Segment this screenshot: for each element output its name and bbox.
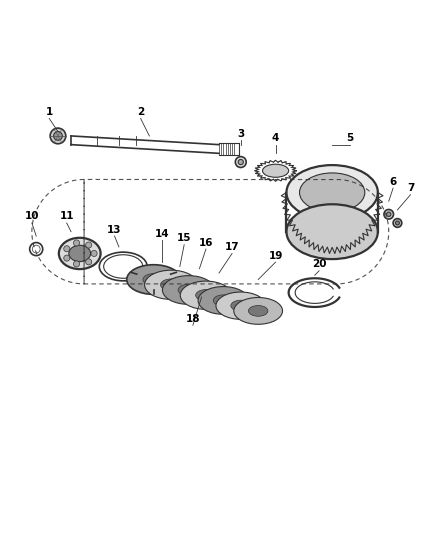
Circle shape (74, 240, 80, 246)
Circle shape (74, 261, 80, 267)
Ellipse shape (162, 276, 215, 304)
Circle shape (64, 255, 70, 261)
Ellipse shape (231, 300, 251, 311)
Ellipse shape (286, 165, 378, 220)
Ellipse shape (213, 295, 233, 306)
Text: 15: 15 (177, 233, 191, 243)
Text: 6: 6 (389, 176, 397, 187)
Ellipse shape (143, 273, 165, 286)
Text: 19: 19 (268, 251, 283, 261)
Ellipse shape (396, 221, 399, 225)
Ellipse shape (393, 219, 402, 228)
Ellipse shape (53, 132, 62, 140)
Ellipse shape (216, 292, 265, 319)
Ellipse shape (50, 128, 66, 144)
Ellipse shape (300, 173, 365, 212)
Text: 1: 1 (46, 107, 53, 117)
Text: 11: 11 (60, 212, 74, 221)
Text: 7: 7 (407, 183, 414, 193)
Text: 2: 2 (137, 107, 144, 117)
Ellipse shape (286, 204, 378, 259)
Ellipse shape (127, 265, 181, 294)
Ellipse shape (198, 287, 249, 314)
Ellipse shape (160, 279, 182, 290)
Ellipse shape (196, 289, 216, 301)
Ellipse shape (69, 245, 91, 262)
Circle shape (64, 246, 70, 252)
Text: 5: 5 (346, 133, 353, 143)
Circle shape (91, 251, 97, 256)
Text: 10: 10 (25, 212, 39, 221)
Text: 13: 13 (107, 224, 122, 235)
Ellipse shape (235, 157, 246, 167)
Circle shape (86, 259, 92, 265)
Ellipse shape (262, 164, 289, 177)
Text: 18: 18 (186, 314, 200, 324)
Ellipse shape (248, 305, 268, 316)
Text: 4: 4 (272, 133, 279, 143)
Ellipse shape (384, 209, 393, 219)
Circle shape (86, 242, 92, 248)
Text: 17: 17 (225, 242, 240, 252)
Text: 20: 20 (312, 260, 326, 269)
Ellipse shape (387, 212, 391, 216)
Ellipse shape (238, 159, 244, 165)
Ellipse shape (234, 297, 283, 324)
Ellipse shape (59, 238, 101, 269)
Text: 14: 14 (155, 229, 170, 239)
Text: 16: 16 (199, 238, 213, 247)
Ellipse shape (178, 284, 199, 296)
Ellipse shape (180, 281, 232, 309)
Text: 3: 3 (237, 129, 244, 139)
Ellipse shape (145, 270, 198, 300)
